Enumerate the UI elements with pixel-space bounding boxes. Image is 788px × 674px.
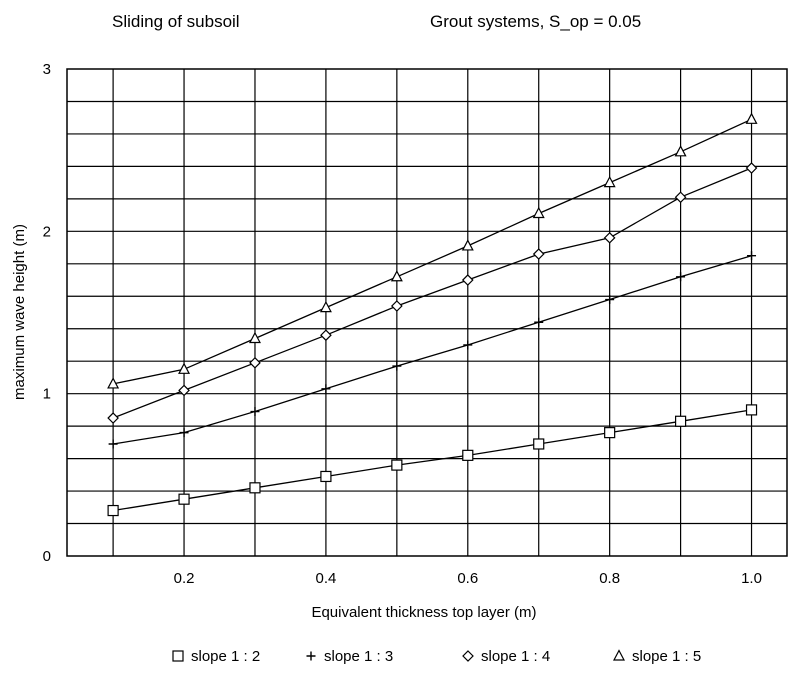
series-diamond	[107, 162, 758, 424]
data-point-diamond	[107, 412, 119, 424]
y-tick-label: 1	[43, 386, 51, 403]
data-point-diamond	[674, 191, 687, 204]
data-point-plus	[392, 361, 402, 371]
data-point-diamond	[461, 274, 474, 286]
x-tick-label: 0.6	[457, 570, 478, 587]
data-point-diamond	[745, 162, 758, 174]
data-point-diamond	[249, 356, 261, 369]
y-tick-label: 2	[43, 223, 51, 240]
data-point-triangle	[178, 362, 191, 374]
data-point-square	[745, 404, 758, 416]
series-line	[112, 167, 752, 419]
data-point-plus	[534, 317, 544, 327]
data-point-diamond	[178, 384, 190, 397]
data-point-triangle	[248, 331, 261, 344]
data-point-plus	[605, 295, 615, 305]
series-plus	[108, 251, 757, 449]
legend-item: slope 1 : 4	[462, 648, 550, 665]
x-tick-label: 0.8	[599, 570, 620, 587]
legend-item: slope 1 : 5	[613, 648, 701, 665]
data-point-triangle	[390, 269, 403, 282]
data-point-triangle	[603, 175, 616, 188]
series-square	[107, 404, 758, 517]
data-point-square	[391, 459, 403, 471]
series-line	[112, 409, 752, 512]
y-axis-label: maximum wave height (m)	[11, 224, 28, 400]
data-point-square	[107, 504, 119, 517]
legend-marker-triangle	[613, 649, 625, 661]
legend-label: slope 1 : 3	[324, 648, 393, 665]
data-point-square	[462, 449, 474, 461]
legend-marker-diamond	[462, 650, 474, 662]
data-point-triangle	[319, 300, 332, 313]
grid	[67, 69, 787, 556]
data-point-diamond	[603, 231, 616, 244]
y-tick-label: 3	[43, 61, 51, 78]
data-point-triangle	[107, 377, 120, 389]
data-point-plus	[676, 272, 686, 282]
data-point-square	[533, 438, 545, 450]
legend: slope 1 : 2 slope 1 : 3 slope 1 : 4 slope 1…	[172, 648, 701, 665]
x-tick-label: 0.4	[315, 570, 336, 587]
legend-label: slope 1 : 2	[191, 648, 260, 665]
data-point-plus	[179, 428, 189, 438]
data-point-square	[178, 493, 190, 505]
data-point-triangle	[674, 145, 687, 157]
data-point-diamond	[532, 248, 545, 260]
chart-title-right: Grout systems, S_op = 0.05	[430, 12, 641, 31]
data-point-diamond	[320, 329, 332, 342]
data-point-triangle	[461, 239, 474, 251]
legend-item: slope 1 : 2	[172, 648, 260, 665]
x-tick-label: 0.2	[174, 570, 195, 587]
legend-item: slope 1 : 3	[306, 648, 393, 665]
legend-marker-square	[172, 650, 184, 662]
data-point-triangle	[745, 112, 758, 124]
data-point-plus	[250, 407, 260, 417]
x-axis-label: Equivalent thickness top layer (m)	[311, 604, 536, 621]
chart-title-left: Sliding of subsoil	[112, 12, 240, 31]
series-group	[107, 112, 758, 517]
series-triangle	[107, 112, 758, 389]
data-point-plus	[321, 384, 331, 394]
data-point-diamond	[391, 300, 403, 312]
data-point-square	[604, 427, 616, 439]
legend-label: slope 1 : 5	[632, 648, 701, 665]
series-line	[112, 118, 752, 385]
legend-label: slope 1 : 4	[481, 648, 550, 665]
data-point-triangle	[532, 206, 545, 219]
data-point-square	[249, 482, 261, 494]
x-tick-label: 1.0	[741, 570, 762, 587]
data-point-square	[320, 470, 332, 483]
data-point-square	[674, 415, 687, 427]
plot-frame	[66, 68, 788, 557]
data-point-plus	[747, 251, 757, 261]
data-point-plus	[463, 340, 473, 350]
legend-marker-plus	[306, 651, 316, 661]
data-point-plus	[108, 439, 118, 449]
tick-labels: 0.2 0.4 0.6 0.8 1.0 0 1 2 3	[43, 61, 762, 587]
y-tick-label: 0	[43, 548, 51, 565]
series-line	[112, 255, 752, 445]
